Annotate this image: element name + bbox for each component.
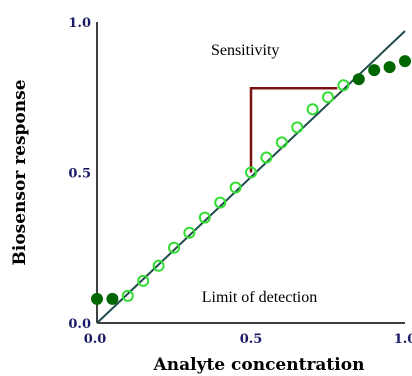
open-data-point — [306, 103, 319, 116]
x-axis-title: Analyte concentration — [153, 355, 365, 375]
annotations: Sensitivity Limit of detection — [202, 42, 318, 306]
x-tick-label: 0.5 — [240, 332, 263, 347]
filled-data-point — [368, 64, 381, 77]
open-data-point — [260, 151, 273, 164]
annotation-label: Limit of detection — [202, 289, 318, 306]
open-data-point — [198, 211, 211, 224]
open-data-point — [168, 241, 180, 254]
y-axis-title: Biosensor response — [10, 79, 30, 265]
x-tick-label: 0.0 — [84, 332, 107, 347]
filled-data-point — [352, 73, 365, 86]
data-points — [91, 55, 411, 305]
tick-labels: 0.0 0.5 1.0 0.0 0.5 1.0 — [68, 16, 412, 347]
open-data-point — [275, 136, 288, 149]
y-tick-label: 0.0 — [68, 317, 91, 332]
y-tick-label: 1.0 — [68, 16, 91, 31]
open-data-point — [152, 259, 165, 272]
open-data-point — [214, 196, 227, 209]
open-data-point — [322, 91, 334, 104]
open-data-point — [183, 226, 196, 239]
axes — [96, 22, 405, 324]
open-data-point — [245, 166, 257, 179]
open-data-point — [291, 121, 304, 134]
sensitivity-bracket — [249, 86, 338, 173]
annotation-label: Sensitivity — [211, 42, 279, 59]
filled-data-point — [106, 292, 119, 305]
open-data-point — [137, 274, 150, 287]
filled-data-point — [399, 55, 411, 68]
open-data-point — [229, 181, 242, 194]
open-data-point — [121, 289, 134, 302]
filled-data-point — [383, 61, 396, 74]
y-tick-label: 0.5 — [68, 167, 91, 182]
open-data-point — [337, 79, 350, 92]
filled-data-point — [91, 292, 103, 305]
x-tick-label: 1.0 — [394, 332, 412, 347]
